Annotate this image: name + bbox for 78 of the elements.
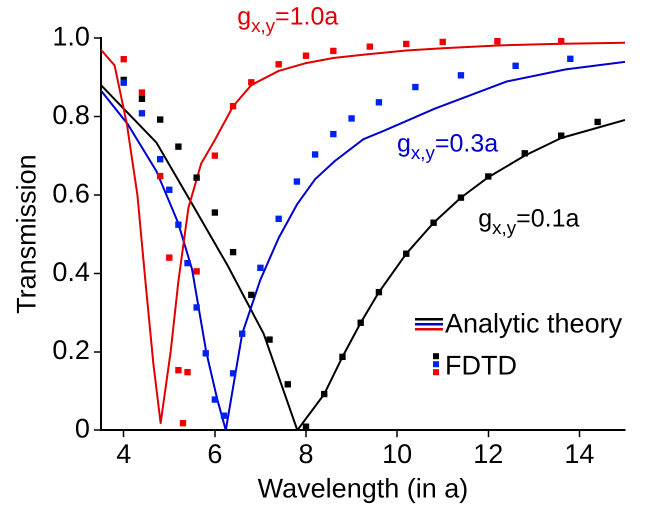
point	[440, 38, 446, 46]
point	[248, 292, 254, 298]
point	[220, 412, 228, 419]
point	[339, 354, 346, 360]
legend-label: FDTD	[445, 350, 517, 381]
point	[567, 56, 574, 62]
point	[348, 115, 355, 122]
point	[156, 172, 164, 180]
point	[512, 62, 519, 70]
point	[156, 116, 164, 123]
x-tick-label: 10	[382, 438, 412, 469]
point	[312, 151, 318, 158]
x-tick-label: 12	[473, 438, 504, 469]
point	[166, 186, 172, 193]
legend-label: Analytic theory	[445, 308, 623, 339]
point	[284, 381, 291, 388]
point	[230, 370, 236, 377]
point	[594, 118, 601, 126]
point	[193, 304, 200, 311]
point	[302, 423, 310, 430]
point	[485, 173, 492, 180]
point	[366, 43, 373, 50]
point	[193, 174, 200, 181]
point	[175, 222, 182, 228]
y-tick-label: 0.2	[52, 335, 90, 366]
point	[184, 368, 191, 376]
point	[302, 52, 310, 59]
point	[230, 248, 236, 256]
point	[522, 150, 528, 156]
point	[166, 254, 172, 261]
point	[175, 367, 182, 374]
point	[458, 194, 464, 201]
y-tick-label: 1.0	[52, 21, 90, 52]
y-tick-label: 0.8	[52, 100, 90, 130]
point	[212, 396, 218, 403]
point	[212, 152, 218, 159]
y-tick-label: 0	[74, 414, 90, 444]
x-tick-label: 4	[116, 438, 132, 469]
point	[403, 40, 410, 48]
point	[358, 320, 364, 326]
point	[494, 38, 501, 44]
y-tick-label: 0.6	[52, 178, 90, 208]
point	[202, 350, 209, 357]
point	[321, 390, 328, 398]
point	[266, 336, 273, 343]
point	[430, 220, 437, 226]
point	[212, 209, 218, 216]
point	[138, 96, 146, 102]
point	[248, 79, 254, 86]
y-axis-title: Transmission	[12, 154, 42, 314]
point	[458, 72, 464, 78]
point	[193, 268, 200, 275]
point	[230, 103, 236, 110]
point	[180, 420, 186, 426]
point	[275, 61, 282, 68]
x-tick-label: 14	[564, 438, 594, 469]
point	[330, 130, 337, 138]
point	[257, 264, 264, 272]
point	[120, 80, 127, 86]
x-tick-label: 8	[298, 438, 314, 469]
y-tick-label: 0.4	[52, 256, 90, 287]
point	[558, 132, 564, 139]
point	[376, 288, 382, 296]
point	[412, 84, 419, 90]
point	[376, 99, 382, 106]
point	[138, 110, 146, 116]
point	[558, 38, 564, 44]
point	[120, 56, 127, 62]
point	[239, 330, 246, 337]
point	[275, 216, 282, 222]
point	[175, 143, 182, 150]
point	[330, 48, 337, 54]
point	[156, 156, 164, 162]
point	[403, 250, 410, 257]
x-tick-label: 6	[207, 438, 222, 469]
point	[184, 260, 191, 266]
x-axis-title: Wavelength (in a)	[258, 473, 468, 504]
point	[294, 178, 300, 185]
